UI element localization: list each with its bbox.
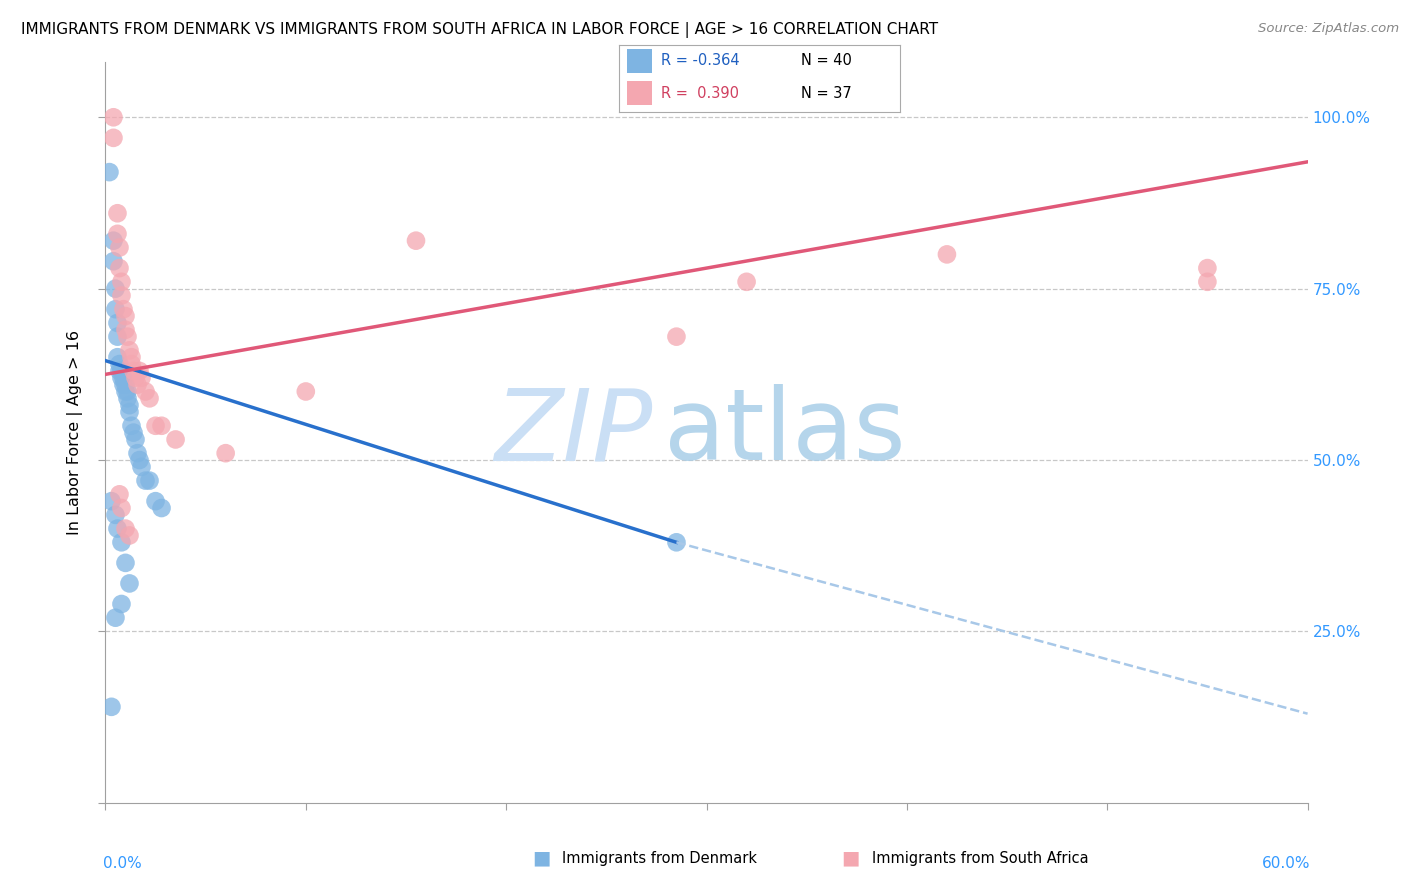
Point (124, 371, 146, 385)
Text: N = 37: N = 37 (801, 86, 852, 101)
Text: IMMIGRANTS FROM DENMARK VS IMMIGRANTS FROM SOUTH AFRICA IN LABOR FORCE | AGE > 1: IMMIGRANTS FROM DENMARK VS IMMIGRANTS FR… (21, 22, 938, 38)
Point (107, 227, 129, 241)
Point (128, 364, 150, 378)
Text: ■: ■ (841, 848, 860, 868)
Text: 60.0%: 60.0% (1261, 856, 1310, 871)
Point (124, 433, 146, 447)
Text: Source: ZipAtlas.com: Source: ZipAtlas.com (1258, 22, 1399, 36)
Point (121, 357, 143, 371)
Point (118, 398, 141, 412)
Point (103, 131, 125, 145)
Point (100, 494, 122, 508)
Bar (627, 81, 652, 104)
Point (118, 405, 141, 419)
Point (127, 446, 149, 460)
Point (114, 522, 136, 536)
Text: 0.0%: 0.0% (103, 856, 142, 871)
Point (121, 350, 143, 364)
Text: ZIP: ZIP (494, 384, 652, 481)
Point (112, 371, 135, 385)
Point (107, 329, 129, 343)
Point (107, 350, 129, 364)
Point (104, 282, 127, 296)
Point (110, 501, 132, 516)
Point (295, 384, 318, 399)
Point (131, 371, 153, 385)
Point (114, 556, 136, 570)
Point (128, 453, 150, 467)
Text: N = 40: N = 40 (801, 54, 852, 69)
Text: Immigrants from South Africa: Immigrants from South Africa (872, 851, 1088, 865)
Point (108, 357, 131, 371)
Point (936, 247, 959, 261)
Point (138, 392, 160, 406)
Point (103, 110, 125, 124)
Point (405, 234, 427, 248)
Point (121, 418, 143, 433)
Point (108, 364, 131, 378)
Point (138, 474, 160, 488)
Point (150, 501, 173, 516)
Point (117, 392, 139, 406)
Text: R = -0.364: R = -0.364 (661, 54, 740, 69)
Point (1197, 275, 1219, 289)
Point (98, 165, 121, 179)
Text: Immigrants from Denmark: Immigrants from Denmark (562, 851, 758, 865)
Point (145, 418, 167, 433)
Point (110, 371, 132, 385)
Bar (627, 49, 652, 73)
Point (118, 528, 141, 542)
Point (165, 433, 187, 447)
Point (108, 241, 131, 255)
Point (118, 576, 141, 591)
Point (114, 377, 136, 392)
Point (735, 275, 758, 289)
Point (135, 384, 157, 399)
Point (112, 377, 135, 392)
Point (117, 384, 139, 399)
Point (131, 459, 153, 474)
Point (103, 234, 125, 248)
Point (122, 425, 145, 440)
Point (110, 288, 132, 302)
Point (118, 343, 141, 358)
Point (114, 309, 136, 323)
Point (665, 535, 688, 549)
Point (665, 329, 688, 343)
Point (112, 302, 135, 317)
Point (110, 364, 132, 378)
Point (127, 377, 149, 392)
Point (108, 487, 131, 501)
Text: R =  0.390: R = 0.390 (661, 86, 738, 101)
Point (135, 474, 157, 488)
Point (117, 329, 139, 343)
Point (150, 418, 173, 433)
Point (108, 261, 131, 276)
Y-axis label: In Labor Force | Age > 16: In Labor Force | Age > 16 (66, 330, 83, 535)
Point (100, 699, 122, 714)
Point (104, 611, 127, 625)
Point (114, 384, 136, 399)
Point (110, 597, 132, 611)
Point (104, 508, 127, 522)
Point (1197, 261, 1219, 276)
Point (214, 446, 236, 460)
Point (110, 275, 132, 289)
Point (114, 323, 136, 337)
Point (145, 494, 167, 508)
Point (103, 254, 125, 268)
Point (104, 302, 127, 317)
Text: ■: ■ (531, 848, 551, 868)
Point (110, 535, 132, 549)
Point (122, 364, 145, 378)
Point (107, 206, 129, 220)
Point (107, 316, 129, 330)
Text: atlas: atlas (665, 384, 905, 481)
Point (107, 522, 129, 536)
